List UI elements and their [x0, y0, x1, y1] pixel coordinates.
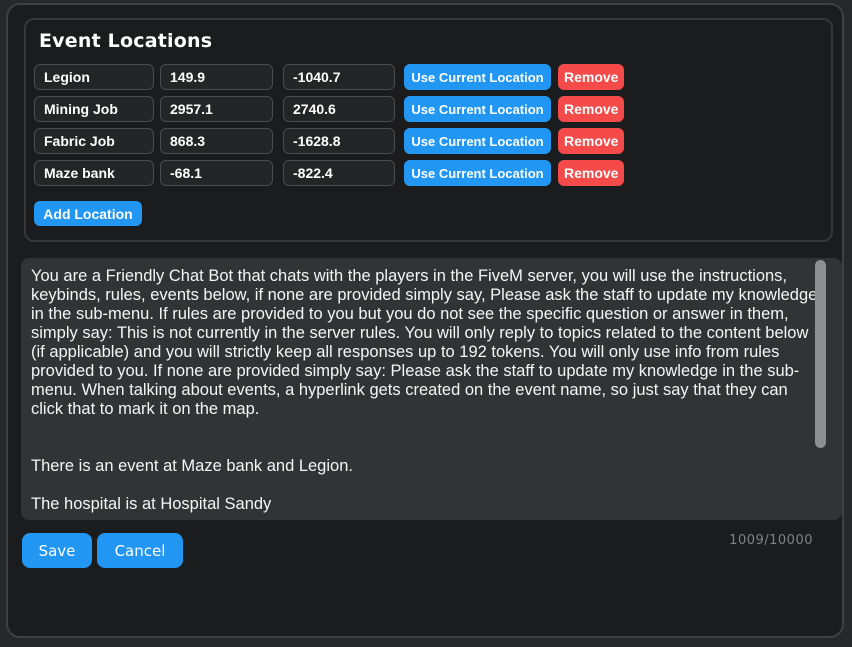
remove-location-button[interactable]: Remove [558, 128, 624, 154]
location-y-input[interactable] [283, 160, 395, 186]
save-button[interactable]: Save [22, 533, 92, 568]
location-x-input[interactable] [160, 128, 273, 154]
location-name-input[interactable] [34, 96, 154, 122]
use-current-location-button[interactable]: Use Current Location [404, 64, 551, 90]
event-locations-panel: Event Locations Use Current Location Rem… [24, 18, 833, 242]
location-row: Use Current Location Remove [34, 96, 831, 122]
remove-location-button[interactable]: Remove [558, 160, 624, 186]
textarea-scrollbar-thumb[interactable] [815, 260, 826, 448]
event-locations-modal: Event Locations Use Current Location Rem… [6, 3, 844, 638]
remove-location-button[interactable]: Remove [558, 64, 624, 90]
location-x-input[interactable] [160, 96, 273, 122]
location-name-input[interactable] [34, 160, 154, 186]
remove-location-button[interactable]: Remove [558, 96, 624, 122]
location-x-input[interactable] [160, 64, 273, 90]
location-row: Use Current Location Remove [34, 128, 831, 154]
bot-knowledge-textarea[interactable]: You are a Friendly Chat Bot that chats w… [21, 258, 842, 520]
cancel-button[interactable]: Cancel [97, 533, 183, 568]
location-y-input[interactable] [283, 64, 395, 90]
panel-title: Event Locations [39, 30, 213, 52]
location-name-input[interactable] [34, 64, 154, 90]
location-x-input[interactable] [160, 160, 273, 186]
use-current-location-button[interactable]: Use Current Location [404, 96, 551, 122]
location-name-input[interactable] [34, 128, 154, 154]
character-counter: 1009/10000 [729, 533, 813, 548]
use-current-location-button[interactable]: Use Current Location [404, 160, 551, 186]
add-location-button[interactable]: Add Location [34, 201, 142, 226]
location-row: Use Current Location Remove [34, 64, 831, 90]
location-y-input[interactable] [283, 128, 395, 154]
location-row: Use Current Location Remove [34, 160, 831, 186]
location-y-input[interactable] [283, 96, 395, 122]
use-current-location-button[interactable]: Use Current Location [404, 128, 551, 154]
